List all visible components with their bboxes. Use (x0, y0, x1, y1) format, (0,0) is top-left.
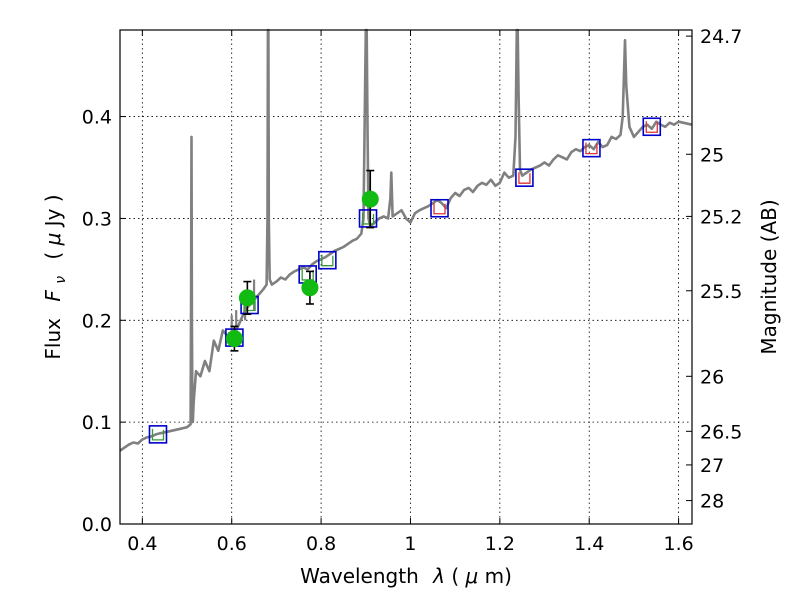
model-point-filter-curve (645, 121, 658, 133)
x-tick-label: 1 (404, 533, 416, 555)
model-point-box (515, 168, 534, 187)
y-tick-label: 0.1 (82, 412, 112, 434)
x-axis-unit-close: m) (485, 564, 512, 588)
model-point-box (148, 425, 168, 444)
x-tick-label: 1.6 (663, 533, 693, 555)
x-tick-label: 0.8 (306, 533, 336, 555)
observed-points (225, 169, 379, 352)
x-tick-label: 1.2 (485, 533, 515, 555)
spectrum-line (120, 30, 692, 451)
model-point-box (318, 250, 337, 270)
model-point-filter-curve (585, 142, 598, 155)
model-point (582, 138, 601, 158)
observed-point (361, 169, 379, 229)
model-point (318, 250, 337, 270)
plot-frame (119, 29, 693, 525)
y2-tick-label: 27 (700, 455, 724, 477)
model-point (148, 425, 168, 444)
observed-point (238, 280, 256, 315)
model-point (430, 198, 449, 218)
y2-tick-label: 24.7 (700, 26, 742, 48)
x-axis-label: Wavelength λ ( μ m) (300, 564, 512, 588)
y-tick-label: 0.4 (82, 107, 112, 129)
observed-marker (361, 190, 379, 208)
y-axis-label-text: Flux (41, 318, 65, 360)
y-tick-label: 0.2 (82, 310, 112, 332)
x-axis-label-text: Wavelength (300, 564, 419, 588)
x-axis-unit-open: ( (451, 564, 459, 588)
y2-tick-label: 26 (700, 366, 724, 388)
y2-tick-label: 25 (700, 144, 724, 166)
y-tick-label: 0.3 (82, 208, 112, 230)
x-tick-label: 0.4 (127, 533, 157, 555)
ticks: 0.4 0.6 0.8 1 1.2 1.4 1.6 0.0 0.1 0.2 0.3 0.4 24.7 25… (82, 26, 743, 555)
observed-marker (238, 289, 256, 307)
y2-axis-label: Magnitude (AB) (757, 199, 781, 354)
x-axis-lambda: λ (432, 564, 445, 588)
model-point-filter-curve (433, 202, 446, 215)
y-axis-subscript: ν (53, 276, 69, 284)
model-point-box (582, 138, 601, 158)
x-axis-unit-mu: μ (465, 564, 479, 588)
y-axis-symbol: F (41, 290, 65, 302)
model-point-filter-curve (361, 212, 375, 225)
y-axis-unit-open: ( (41, 245, 65, 259)
y-axis-unit-close: Jy ) (41, 194, 65, 228)
spectrum-layer (120, 30, 692, 451)
model-point-filter-curve (321, 254, 334, 267)
observed-point (225, 325, 243, 352)
model-point-box (430, 198, 449, 218)
model-point (515, 168, 534, 187)
y2-tick-label: 25.5 (700, 281, 742, 303)
y-tick-label: 0.0 (82, 514, 112, 536)
y2-tick-label: 26.5 (700, 421, 742, 443)
y2-tick-label: 25.2 (700, 206, 742, 228)
y2-tick-label: 28 (700, 491, 724, 513)
y-axis-unit-mu: μ (41, 233, 65, 247)
model-point (642, 117, 662, 137)
x-tick-label: 1.4 (574, 533, 604, 555)
observed-point (301, 270, 319, 305)
x-tick-label: 0.6 (217, 533, 247, 555)
observed-marker (301, 279, 319, 297)
grid (120, 30, 692, 525)
model-point-filter-curve (518, 172, 531, 184)
model-point-box (642, 117, 662, 137)
y-axis-label: Flux F ν ( μ Jy ) (41, 194, 70, 359)
model-point-filter-curve (151, 428, 165, 441)
observed-marker (225, 330, 243, 348)
model-points (148, 117, 662, 444)
